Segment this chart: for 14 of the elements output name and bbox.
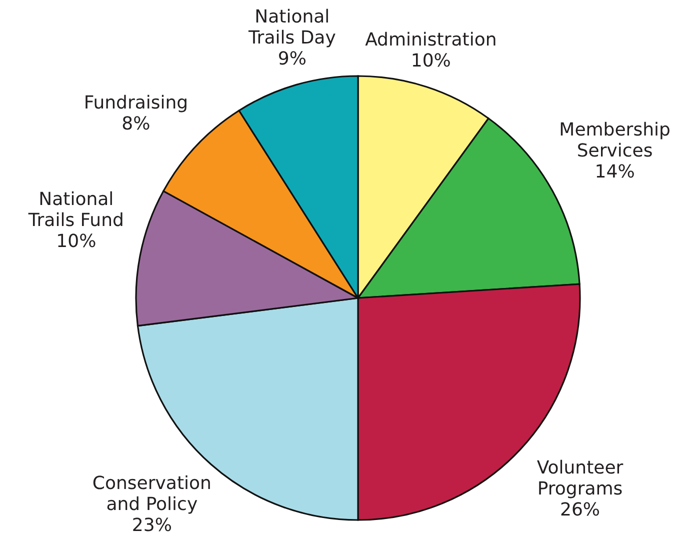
data-label: 8%	[122, 113, 150, 134]
data-label: 14%	[594, 161, 635, 182]
data-label: 26%	[560, 500, 600, 521]
data-label: 10%	[56, 230, 96, 252]
slice-label: Fundraising	[84, 92, 188, 114]
slice-label: Membership Services	[559, 119, 670, 162]
data-label: 10%	[410, 50, 451, 72]
slice-label: National Trails Day	[247, 6, 336, 48]
slice-label: Administration	[365, 30, 497, 51]
data-label: 23%	[132, 515, 172, 536]
slice-label: Conservation and Policy	[92, 473, 212, 516]
data-label: 9%	[278, 48, 306, 70]
slice-label: National Trails Fund	[27, 188, 124, 231]
slice-label: Volunteer Programs	[536, 458, 624, 500]
